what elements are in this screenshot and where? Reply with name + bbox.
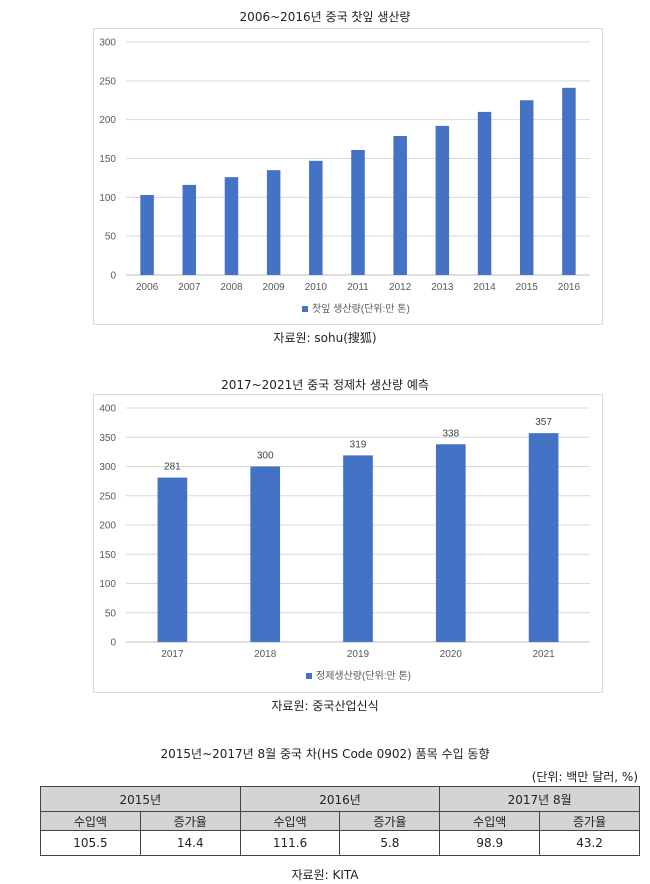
year-header: 2015년 xyxy=(40,786,241,812)
chart2-source: 자료원: 중국산업신식 xyxy=(271,699,379,713)
subheader-cell: 증가율 xyxy=(139,811,241,831)
x-tick-label: 2010 xyxy=(305,282,328,293)
data-label: 300 xyxy=(257,451,274,462)
value-cell: 98.9 xyxy=(439,830,541,856)
table-subheader-row: 수입액 증가율 수입액 증가율 수입액 증가율 xyxy=(40,811,640,831)
x-tick-label: 2015 xyxy=(516,282,539,293)
subheader-cell: 증가율 xyxy=(539,811,640,831)
x-tick-label: 2017 xyxy=(161,649,184,660)
value-cell: 43.2 xyxy=(539,830,640,856)
data-label: 319 xyxy=(350,439,367,450)
y-tick-label: 200 xyxy=(99,115,116,126)
bar xyxy=(343,455,373,642)
bar xyxy=(309,160,323,275)
bar xyxy=(266,170,281,275)
year-header: 2017년 8월 xyxy=(439,786,640,812)
x-tick-label: 2020 xyxy=(440,649,463,660)
data-label: 357 xyxy=(535,417,552,428)
y-tick-label: 100 xyxy=(99,193,116,204)
x-tick-label: 2007 xyxy=(178,282,201,293)
x-tick-label: 2012 xyxy=(389,282,412,293)
bar xyxy=(519,100,534,275)
subheader-cell: 증가율 xyxy=(339,811,441,831)
bar xyxy=(182,184,197,275)
subheader-cell: 수입액 xyxy=(239,811,341,831)
table-title: 2015년~2017년 8월 중국 차(HS Code 0902) 품목 수입 … xyxy=(160,747,490,761)
x-tick-label: 2011 xyxy=(347,282,369,293)
x-tick-label: 2014 xyxy=(473,282,496,293)
bar xyxy=(250,466,281,642)
y-tick-label: 250 xyxy=(99,76,116,87)
import-table: 2015년 2016년 2017년 8월 수입액 증가율 수입액 증가율 수입액… xyxy=(40,786,640,856)
legend-label: 찻잎 생산량(단위:만 톤) xyxy=(312,302,410,315)
x-tick-label: 2019 xyxy=(347,649,370,660)
y-tick-label: 300 xyxy=(99,462,116,473)
bar xyxy=(528,433,559,642)
bar xyxy=(351,149,365,275)
data-label: 281 xyxy=(164,462,181,473)
y-tick-label: 150 xyxy=(99,154,116,165)
legend-label: 정제생산량(단위:만 톤) xyxy=(316,669,411,682)
bar xyxy=(562,87,576,275)
table-year-row: 2015년 2016년 2017년 8월 xyxy=(40,786,640,812)
chart1-title: 2006~2016년 중국 찻잎 생산량 xyxy=(239,10,411,24)
chart1-frame: 0 50 100 150 200 250 300 2006 2007 2008 2009 2010 20… xyxy=(93,28,603,325)
y-tick-label: 100 xyxy=(99,579,116,590)
x-tick-label: 2021 xyxy=(532,649,555,660)
y-tick-label: 300 xyxy=(99,38,116,49)
chart2-title: 2017~2021년 중국 정제차 생산량 예측 xyxy=(221,378,429,392)
bar xyxy=(435,125,450,275)
bar xyxy=(477,111,492,276)
subheader-cell: 수입액 xyxy=(40,811,141,831)
y-tick-label: 0 xyxy=(110,638,116,649)
data-label: 338 xyxy=(442,428,459,439)
chart2-svg: 0 50 100 150 200 250 300 350 400 2017 281 2018 300 20… xyxy=(99,404,590,682)
y-tick-label: 50 xyxy=(105,608,117,619)
legend-swatch xyxy=(306,673,312,679)
y-tick-label: 150 xyxy=(99,550,116,561)
bar xyxy=(140,195,154,275)
chart1-svg: 0 50 100 150 200 250 300 2006 2007 2008 2009 2010 20… xyxy=(99,38,590,315)
value-cell: 111.6 xyxy=(239,830,341,856)
table-source: 자료원: KITA xyxy=(291,868,359,882)
bar xyxy=(435,444,466,642)
y-tick-label: 0 xyxy=(110,271,116,282)
x-tick-label: 2006 xyxy=(136,282,159,293)
bar xyxy=(224,177,239,275)
table-row: 105.5 14.4 111.6 5.8 98.9 43.2 xyxy=(40,830,640,856)
value-cell: 105.5 xyxy=(40,830,141,856)
year-header: 2016년 xyxy=(239,786,441,812)
chart1-source: 자료원: sohu(搜狐) xyxy=(273,331,377,345)
value-cell: 14.4 xyxy=(139,830,241,856)
y-tick-label: 50 xyxy=(105,232,117,243)
bar xyxy=(157,477,188,642)
legend-swatch xyxy=(302,306,308,312)
chart2-frame: 0 50 100 150 200 250 300 350 400 2017 281 2018 300 20… xyxy=(93,394,603,693)
table-unit: (단위: 백만 달러, %) xyxy=(531,770,638,784)
value-cell: 5.8 xyxy=(339,830,441,856)
x-tick-label: 2013 xyxy=(431,282,454,293)
x-tick-label: 2008 xyxy=(220,282,243,293)
x-tick-label: 2009 xyxy=(263,282,286,293)
x-tick-label: 2016 xyxy=(558,282,581,293)
y-tick-label: 350 xyxy=(99,433,116,444)
y-tick-label: 200 xyxy=(99,521,116,532)
bar xyxy=(393,135,407,275)
subheader-cell: 수입액 xyxy=(439,811,541,831)
y-tick-label: 250 xyxy=(99,491,116,502)
x-tick-label: 2018 xyxy=(254,649,277,660)
y-tick-label: 400 xyxy=(99,404,116,415)
